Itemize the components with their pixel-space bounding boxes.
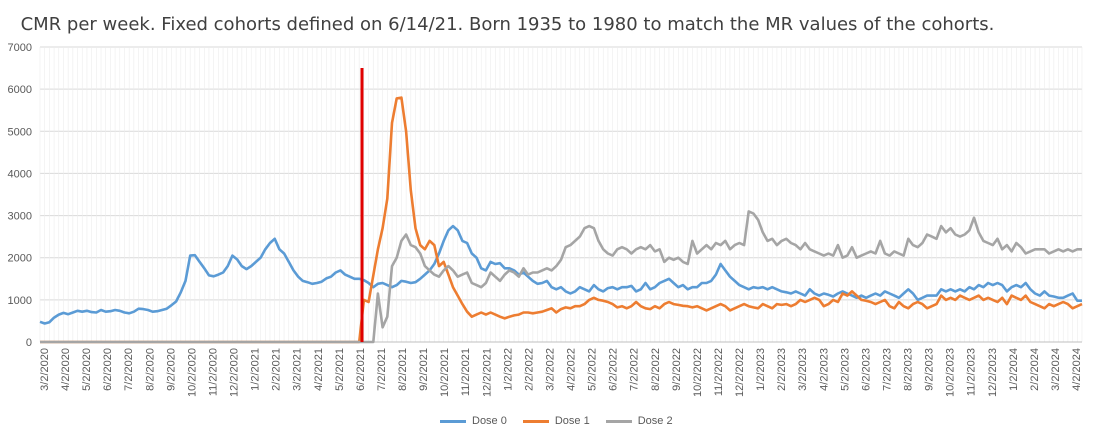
legend-swatch xyxy=(522,419,549,423)
y-tick-label: 0 xyxy=(26,337,32,349)
y-tick-label: 7000 xyxy=(8,42,32,54)
x-tick-label: 11/2/2023 xyxy=(966,348,978,396)
x-tick-label: 8/2/2021 xyxy=(397,348,409,391)
y-tick-label: 3000 xyxy=(8,211,32,223)
y-tick-label: 2000 xyxy=(8,253,32,265)
x-tick-label: 3/2/2023 xyxy=(797,348,809,391)
series-line-dose-0 xyxy=(39,224,1082,325)
x-tick-label: 6/2/2023 xyxy=(860,348,872,391)
series-line-dose-1 xyxy=(40,96,1083,344)
x-tick-label: 10/2/2020 xyxy=(186,348,198,397)
x-tick-label: 11/2/2022 xyxy=(713,348,725,396)
x-tick-label: 1/2/2024 xyxy=(1008,348,1020,391)
series-line-dose-2 xyxy=(40,210,1082,344)
legend-item: Dose 1 xyxy=(522,415,590,427)
legend: Dose 0 Dose 1 Dose 2 xyxy=(440,412,673,430)
legend-item: Dose 0 xyxy=(440,415,507,427)
legend-swatch xyxy=(440,419,466,423)
x-tick-label: 6/2/2020 xyxy=(102,348,114,391)
x-tick-label: 12/2/2023 xyxy=(987,348,999,397)
y-axis: 0 1000 2000 3000 4000 5000 6000 7000 xyxy=(8,42,32,349)
x-tick-label: 12/2/2022 xyxy=(734,348,746,397)
x-tick-label: 4/2/2022 xyxy=(566,348,578,391)
x-tick-label: 5/2/2022 xyxy=(587,348,599,391)
x-tick-label: 3/2/2022 xyxy=(544,348,556,391)
x-tick-label: 4/2/2021 xyxy=(313,348,325,391)
x-tick-label: 3/2/2021 xyxy=(292,348,304,391)
x-tick-label: 6/2/2022 xyxy=(608,348,620,391)
x-tick-label: 4/2/2024 xyxy=(1071,348,1083,391)
legend-label: Dose 0 xyxy=(472,415,507,427)
legend-label: Dose 1 xyxy=(554,415,590,427)
x-tick-label: 11/2/2021 xyxy=(460,348,472,396)
x-tick-label: 2/2/2021 xyxy=(271,348,283,391)
x-tick-label: 12/2/2020 xyxy=(229,348,241,397)
x-tick-label: 11/2/2020 xyxy=(207,348,219,396)
x-tick-label: 12/2/2021 xyxy=(481,348,493,397)
x-tick-label: 8/2/2020 xyxy=(144,348,156,391)
y-tick-label: 4000 xyxy=(8,168,32,180)
x-tick-label: 1/2/2023 xyxy=(755,348,767,391)
x-tick-label: 9/2/2023 xyxy=(924,348,936,391)
legend-swatch xyxy=(605,419,632,423)
x-tick-label: 8/2/2022 xyxy=(650,348,662,391)
legend-label: Dose 2 xyxy=(637,415,673,427)
x-tick-label: 3/2/2020 xyxy=(39,348,51,391)
x-tick-label: 7/2/2021 xyxy=(376,348,388,391)
x-axis: 3/2/2020 4/2/2020 5/2/2020 6/2/2020 7/2/2020… xyxy=(39,341,1083,397)
x-tick-label: 5/2/2023 xyxy=(839,348,851,391)
x-tick-label: 7/2/2022 xyxy=(629,348,641,391)
x-tick-label: 9/2/2021 xyxy=(418,348,430,391)
x-tick-label: 7/2/2020 xyxy=(123,348,135,391)
y-tick-label: 6000 xyxy=(8,84,32,96)
x-tick-label: 4/2/2023 xyxy=(818,348,830,391)
y-tick-label: 5000 xyxy=(8,126,32,138)
x-tick-label: 9/2/2020 xyxy=(165,348,177,391)
y-tick-label: 1000 xyxy=(8,295,32,307)
x-tick-label: 9/2/2022 xyxy=(671,348,683,391)
series-lines xyxy=(39,96,1083,344)
x-tick-label: 2/2/2023 xyxy=(776,348,788,391)
x-tick-label: 10/2/2022 xyxy=(692,348,704,397)
legend-item: Dose 2 xyxy=(605,415,673,427)
x-tick-label: 5/2/2021 xyxy=(334,348,346,391)
x-tick-label: 10/2/2023 xyxy=(945,348,957,397)
x-tick-label: 7/2/2023 xyxy=(881,348,893,391)
grid-lines xyxy=(39,46,1083,343)
x-tick-label: 1/2/2021 xyxy=(250,348,262,391)
x-tick-label: 2/2/2024 xyxy=(1029,348,1041,391)
x-tick-label: 6/2/2021 xyxy=(355,348,367,391)
x-tick-label: 10/2/2021 xyxy=(439,348,451,397)
x-tick-label: 5/2/2020 xyxy=(81,348,93,391)
x-tick-label: 2/2/2022 xyxy=(523,348,535,391)
x-tick-label: 4/2/2020 xyxy=(60,348,72,391)
x-tick-label: 8/2/2023 xyxy=(903,348,915,391)
x-tick-label: 3/2/2024 xyxy=(1050,348,1062,391)
x-tick-label: 1/2/2022 xyxy=(502,348,514,391)
chart-title: CMR per week. Fixed cohorts defined on 6… xyxy=(20,14,995,35)
